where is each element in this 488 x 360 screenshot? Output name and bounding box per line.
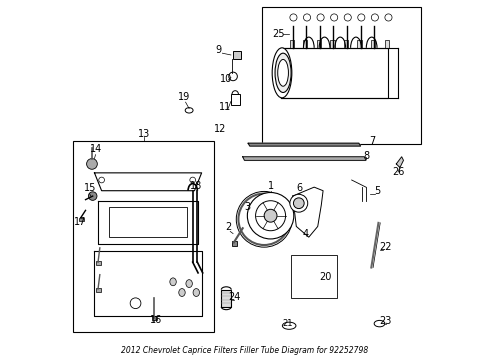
Ellipse shape — [277, 59, 288, 86]
Bar — [232, 241, 236, 246]
Bar — [281, 48, 387, 98]
Bar — [329, 40, 334, 48]
Circle shape — [316, 14, 324, 21]
Polygon shape — [247, 143, 360, 146]
Text: 5: 5 — [374, 186, 380, 196]
Text: 9: 9 — [215, 45, 222, 55]
Ellipse shape — [169, 278, 176, 286]
Circle shape — [86, 158, 97, 169]
Circle shape — [88, 192, 97, 201]
Circle shape — [189, 177, 195, 183]
Bar — [73, 141, 214, 332]
Text: 7: 7 — [368, 136, 374, 146]
Text: 16: 16 — [149, 315, 162, 325]
Text: 11: 11 — [218, 102, 230, 112]
Text: 15: 15 — [84, 183, 96, 193]
Bar — [370, 40, 374, 48]
Text: 4: 4 — [302, 229, 308, 239]
Bar — [96, 288, 101, 292]
Text: 24: 24 — [228, 292, 241, 302]
Bar — [233, 51, 241, 59]
Circle shape — [384, 14, 391, 21]
Circle shape — [130, 298, 141, 309]
Text: 12: 12 — [214, 125, 226, 135]
Text: 23: 23 — [379, 316, 391, 325]
Text: 14: 14 — [90, 144, 102, 154]
Ellipse shape — [193, 289, 199, 296]
Circle shape — [247, 193, 293, 239]
Circle shape — [228, 72, 237, 81]
Ellipse shape — [179, 289, 185, 296]
Ellipse shape — [272, 48, 291, 98]
Text: 25: 25 — [272, 28, 284, 39]
Polygon shape — [242, 157, 365, 160]
Text: 10: 10 — [219, 74, 232, 84]
Bar — [289, 40, 293, 48]
Text: 18: 18 — [190, 181, 202, 191]
Text: 1: 1 — [268, 181, 274, 191]
Bar — [261, 7, 421, 144]
Circle shape — [99, 177, 104, 183]
Circle shape — [264, 209, 276, 222]
Text: 21: 21 — [282, 319, 292, 328]
Circle shape — [289, 14, 296, 21]
Circle shape — [255, 201, 285, 231]
Text: 2012 Chevrolet Caprice Filters Filler Tube Diagram for 92252798: 2012 Chevrolet Caprice Filters Filler Tu… — [121, 346, 367, 355]
Text: 3: 3 — [244, 202, 249, 212]
Ellipse shape — [185, 280, 192, 288]
Text: 13: 13 — [138, 129, 150, 139]
Bar — [230, 94, 240, 105]
Bar — [303, 40, 307, 48]
Circle shape — [289, 194, 307, 212]
Circle shape — [303, 14, 310, 21]
Bar — [152, 316, 156, 320]
Text: 17: 17 — [74, 217, 86, 227]
Text: 26: 26 — [391, 167, 404, 177]
Ellipse shape — [274, 53, 290, 93]
Circle shape — [293, 198, 304, 208]
Text: 6: 6 — [296, 184, 302, 193]
Text: 20: 20 — [318, 272, 331, 282]
Bar — [343, 40, 347, 48]
Text: 2: 2 — [225, 222, 231, 232]
Bar — [357, 40, 361, 48]
Circle shape — [370, 14, 378, 21]
Circle shape — [344, 14, 350, 21]
Bar — [316, 40, 320, 48]
Ellipse shape — [185, 108, 193, 113]
Bar — [108, 207, 187, 237]
Bar — [290, 255, 337, 298]
Bar — [80, 217, 83, 221]
Polygon shape — [395, 157, 403, 167]
Text: 8: 8 — [362, 150, 368, 161]
Text: 22: 22 — [379, 242, 391, 252]
Bar — [96, 261, 101, 265]
Bar — [221, 290, 231, 307]
Circle shape — [357, 14, 364, 21]
Bar — [384, 40, 388, 48]
Text: 19: 19 — [177, 92, 189, 102]
Circle shape — [330, 14, 337, 21]
